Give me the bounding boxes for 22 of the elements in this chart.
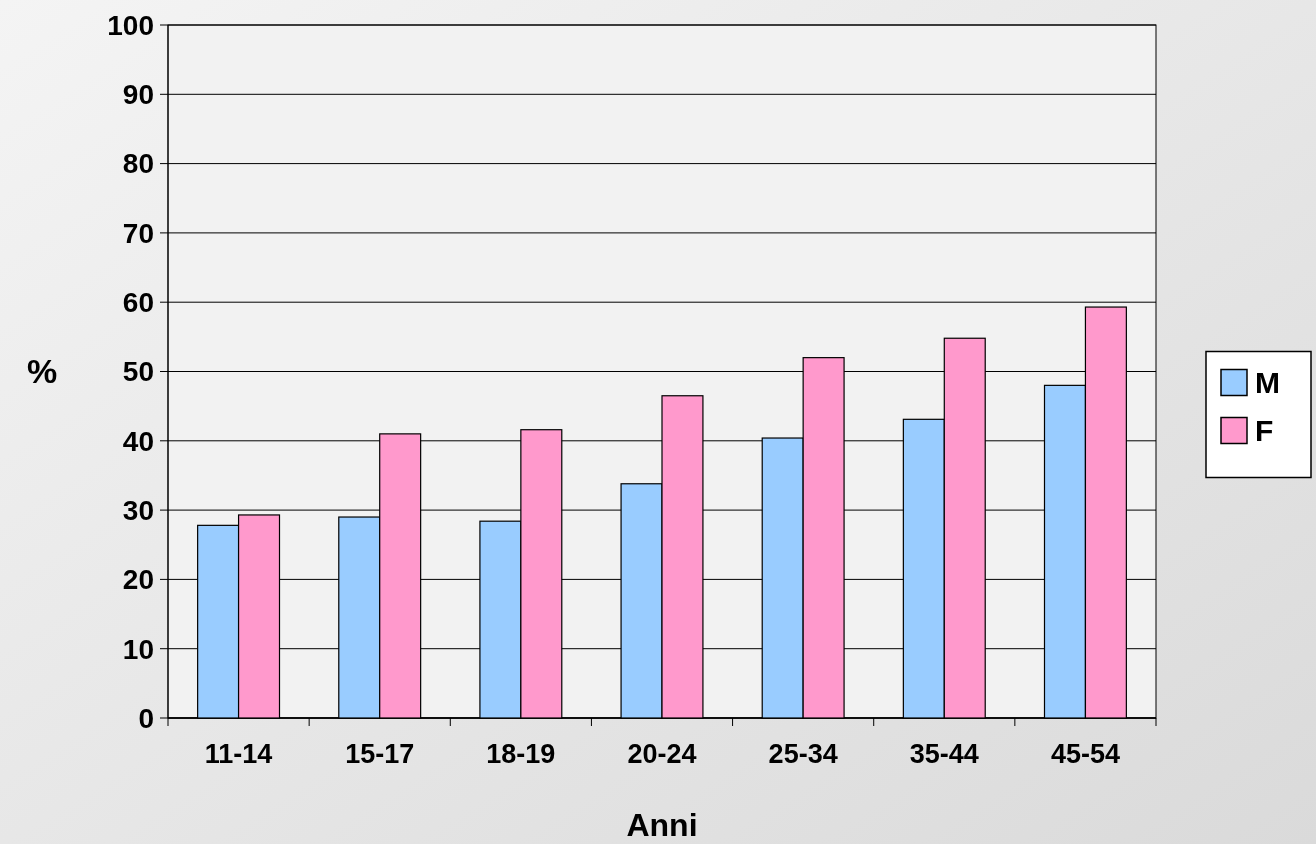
y-tick-label: 90 [122, 79, 154, 111]
y-tick-label: 40 [122, 425, 154, 457]
y-tick-label: 20 [122, 564, 154, 596]
y-tick-label: 80 [122, 148, 154, 180]
x-tick-label: 15-17 [345, 739, 415, 769]
x-axis-title: Anni [626, 807, 698, 843]
x-tick-label: 25-34 [768, 739, 838, 769]
legend-label: M [1255, 366, 1280, 399]
x-tick-label: 18-19 [486, 739, 556, 769]
y-tick-label: 10 [122, 633, 154, 665]
y-tick-label: 60 [122, 287, 154, 318]
x-tick-label: 11-14 [204, 739, 273, 769]
legend-label: F [1255, 414, 1274, 447]
y-tick-label: 30 [122, 494, 154, 526]
y-tick-label: 100 [107, 9, 154, 41]
x-tick-label: 20-24 [627, 739, 697, 769]
y-tick-label: 50 [122, 356, 154, 388]
x-tick-label: 35-44 [909, 739, 979, 769]
x-tick-label: 45-54 [1050, 739, 1120, 769]
y-tick-label: 70 [122, 217, 154, 249]
y-axis-title: % [26, 352, 58, 391]
y-tick-label: 0 [138, 702, 154, 734]
